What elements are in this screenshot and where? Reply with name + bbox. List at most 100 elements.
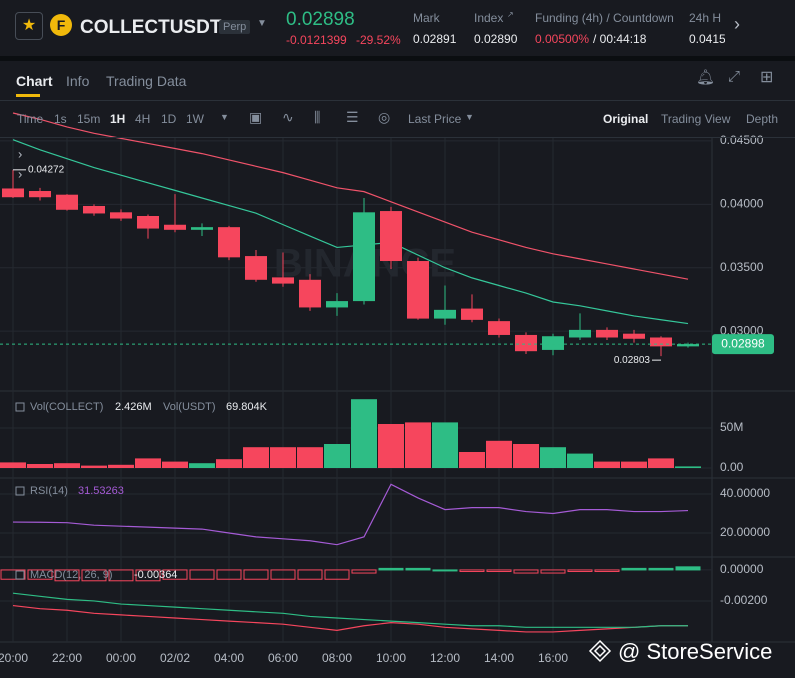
stat-value: / 00:44:18 [593, 32, 647, 46]
favorite-button[interactable]: ★ [15, 12, 43, 40]
scroll-arrow[interactable]: › [734, 14, 740, 34]
link-icon[interactable]: ↗ [507, 10, 514, 19]
macd-bar [648, 567, 674, 571]
macd-bar [351, 569, 377, 574]
alert-icon[interactable]: 🔔︎ [696, 69, 716, 86]
low-label: 0.02803 [614, 355, 651, 366]
candle-body [623, 333, 645, 339]
layout-icon[interactable]: ⊞ [760, 69, 774, 86]
volume-bar [135, 458, 161, 468]
view[interactable]: Depth [746, 112, 779, 126]
y-tick-label: 50M [720, 420, 743, 434]
tab-active[interactable]: Chart [16, 73, 53, 89]
macd-bar [675, 566, 701, 571]
tool-icon[interactable]: ▣ [249, 109, 263, 125]
candle-body [83, 205, 105, 214]
volume-bar [270, 447, 296, 468]
tool-icon[interactable]: ⫼ [314, 109, 321, 125]
tool-icon[interactable]: ◎ [378, 109, 391, 125]
x-tick-label: 02/02 [160, 651, 190, 665]
tab-underline [16, 94, 40, 97]
price-type-caret[interactable]: ▼ [465, 112, 474, 122]
candle-body [137, 215, 159, 229]
tool-icon[interactable]: ☰ [346, 109, 359, 125]
macd-bar [378, 567, 404, 571]
interval[interactable]: 4H [135, 112, 151, 126]
candle-body [380, 211, 402, 262]
macd-bar [540, 569, 566, 574]
last-price-label: 0.02898 [721, 336, 765, 350]
candle-body [542, 336, 564, 350]
coin-logo: F [50, 14, 72, 36]
volume-bar [432, 422, 458, 468]
contract-tag: Perp [219, 20, 251, 34]
macd-bar [324, 569, 350, 580]
y-tick-label: 0.03500 [720, 260, 764, 274]
stat-label: 24h H [689, 11, 722, 25]
view-active[interactable]: Original [603, 112, 649, 126]
moving-average [12, 112, 689, 280]
macd-bar [108, 569, 134, 582]
macd-bar [459, 569, 485, 572]
indicator-legend: 31.53263 [78, 485, 124, 497]
dropdown-caret[interactable]: ▼ [257, 18, 267, 29]
candle-body [218, 227, 240, 258]
tab[interactable]: Trading Data [106, 73, 187, 89]
candle-body [326, 301, 348, 308]
macd-bar [189, 569, 215, 580]
volume-bar [405, 422, 431, 468]
legend-icon [15, 486, 25, 496]
candle-body [110, 212, 132, 219]
interval[interactable]: 1W [186, 112, 204, 126]
tool-icon[interactable]: ∿ [282, 109, 294, 125]
volume-bar [108, 464, 134, 468]
separator [0, 56, 795, 61]
candle-body [515, 334, 537, 352]
view[interactable]: Trading View [661, 112, 731, 126]
expand-icon[interactable]: ⤢ [728, 68, 741, 85]
volume-bar [459, 452, 485, 468]
interval[interactable]: 15m [77, 112, 101, 126]
macd-bar [27, 569, 53, 580]
clip: 24h H 0.0415 [689, 0, 725, 56]
macd-bar [216, 569, 242, 580]
volume-bar [675, 466, 701, 468]
y-tick-label: 0.00 [720, 460, 744, 474]
candle-body [461, 308, 483, 320]
candle-body [191, 227, 213, 230]
symbol[interactable]: COLLECTUSDT [80, 17, 222, 38]
x-tick-label: 20:00 [0, 651, 28, 665]
x-tick-label: 16:00 [538, 651, 568, 665]
more-caret[interactable]: ▼ [220, 112, 229, 122]
candle-body [299, 279, 321, 308]
price-change-pct: -29.52% [356, 33, 401, 47]
macd-line [12, 604, 688, 633]
volume-bar [567, 453, 593, 468]
legend-icon [15, 570, 25, 580]
indicator-legend: Vol(USDT) [163, 401, 216, 413]
tab[interactable]: Info [66, 73, 90, 89]
volume-bar [351, 399, 377, 468]
macd-bar [567, 569, 593, 572]
x-tick-label: 12:00 [430, 651, 460, 665]
interval-active[interactable]: 1H [110, 112, 126, 126]
stat-value: 0.02890 [474, 32, 518, 46]
x-tick-label: 08:00 [322, 651, 352, 665]
divider [0, 137, 795, 138]
x-tick-label: 10:00 [376, 651, 406, 665]
candle-body [596, 329, 618, 338]
macd-bar [162, 569, 188, 580]
indicator-legend: RSI(14) [30, 485, 68, 497]
y-tick-label: 0.03000 [720, 323, 764, 337]
interval[interactable]: 1s [54, 112, 67, 126]
x-tick-label: 14:00 [484, 651, 514, 665]
candle-body [434, 309, 456, 319]
interval[interactable]: 1D [161, 112, 177, 126]
price-type[interactable]: Last Price [408, 112, 462, 126]
volume-bar [648, 458, 674, 468]
macd-bar [243, 569, 269, 580]
price-change: -0.0121399 [286, 33, 347, 47]
macd-bar [0, 569, 26, 580]
